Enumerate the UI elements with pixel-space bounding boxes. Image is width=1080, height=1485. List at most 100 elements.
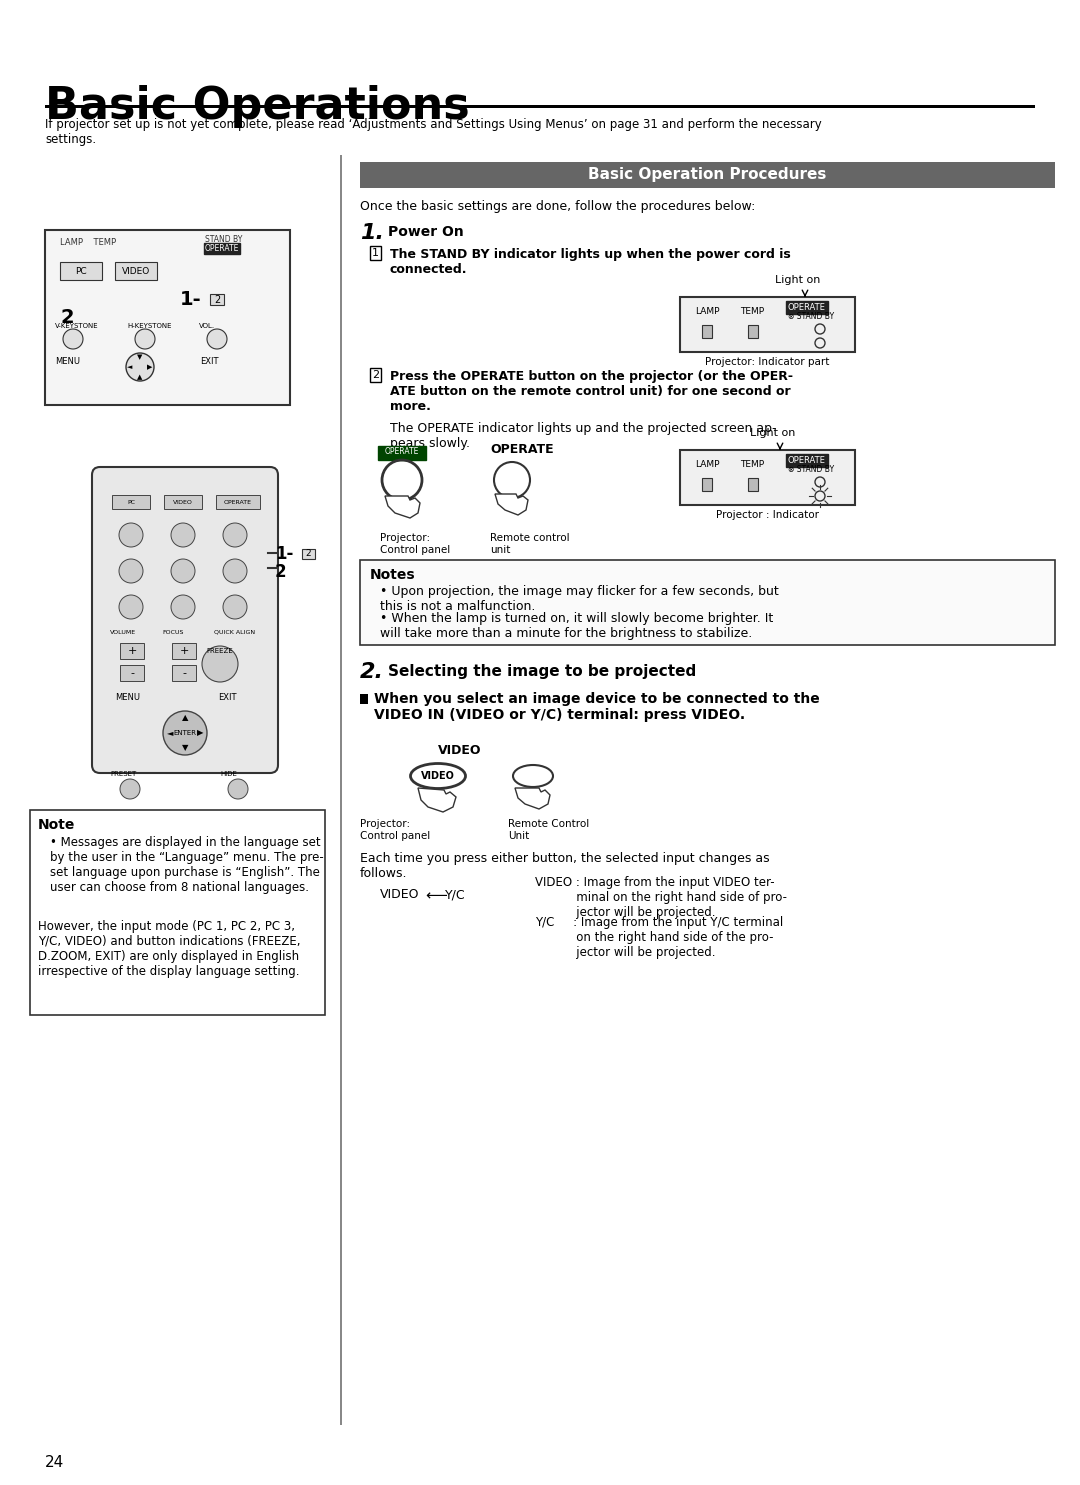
- Text: Light on: Light on: [750, 428, 795, 438]
- Bar: [340, 154, 342, 1426]
- Text: ⊗ STAND BY: ⊗ STAND BY: [788, 312, 834, 321]
- Circle shape: [119, 558, 143, 584]
- Text: When you select an image device to be connected to the
VIDEO IN (VIDEO or Y/C) t: When you select an image device to be co…: [374, 692, 820, 722]
- Polygon shape: [384, 496, 420, 518]
- Text: Basic Operations: Basic Operations: [45, 85, 470, 128]
- Bar: [360, 162, 1055, 189]
- Text: Remote Control
Unit: Remote Control Unit: [508, 820, 590, 841]
- Text: STAND BY: STAND BY: [205, 235, 242, 244]
- Text: H-KEYSTONE: H-KEYSTONE: [127, 324, 172, 330]
- Text: Note: Note: [38, 818, 76, 832]
- Text: 2: 2: [306, 549, 311, 558]
- Circle shape: [202, 646, 238, 682]
- Bar: [120, 643, 144, 659]
- Bar: [164, 495, 202, 509]
- Text: ▲: ▲: [137, 374, 143, 380]
- Text: Y/C     : Image from the input Y/C terminal
           on the right hand side of: Y/C : Image from the input Y/C terminal …: [535, 916, 783, 959]
- Text: TEMP: TEMP: [740, 460, 765, 469]
- Text: Each time you press either button, the selected input changes as
follows.: Each time you press either button, the s…: [360, 852, 770, 881]
- Polygon shape: [515, 789, 550, 809]
- Text: EXIT: EXIT: [218, 693, 237, 702]
- Bar: [702, 325, 712, 339]
- Text: OPERATE: OPERATE: [788, 456, 826, 465]
- Text: Once the basic settings are done, follow the procedures below:: Once the basic settings are done, follow…: [360, 200, 755, 212]
- Text: HIDE: HIDE: [220, 771, 237, 777]
- Text: VOLUME: VOLUME: [110, 630, 136, 636]
- Circle shape: [228, 780, 248, 799]
- Bar: [60, 261, 102, 281]
- Text: VIDEO: VIDEO: [421, 771, 455, 781]
- Bar: [680, 297, 855, 352]
- Text: FOCUS: FOCUS: [162, 630, 184, 636]
- Bar: [210, 294, 224, 304]
- Circle shape: [119, 523, 143, 546]
- Polygon shape: [418, 789, 456, 812]
- FancyBboxPatch shape: [92, 466, 278, 774]
- Bar: [172, 665, 195, 682]
- Circle shape: [222, 523, 247, 546]
- Text: ◄: ◄: [127, 364, 133, 370]
- Circle shape: [171, 595, 195, 619]
- Text: OPERATE: OPERATE: [490, 443, 554, 456]
- Text: VIDEO: VIDEO: [122, 266, 150, 276]
- Text: Light on: Light on: [775, 275, 821, 285]
- Text: The OPERATE indicator lights up and the projected screen ap-
pears slowly.: The OPERATE indicator lights up and the …: [390, 422, 777, 450]
- Text: 2: 2: [214, 296, 220, 304]
- Text: ▼: ▼: [181, 744, 188, 753]
- Circle shape: [222, 558, 247, 584]
- Text: ENTER: ENTER: [174, 731, 197, 737]
- Text: QUICK ALIGN: QUICK ALIGN: [214, 630, 255, 636]
- Text: Projector:
Control panel: Projector: Control panel: [360, 820, 430, 841]
- Text: EXIT: EXIT: [200, 356, 218, 365]
- Text: PC: PC: [76, 266, 86, 276]
- Text: LAMP: LAMP: [696, 307, 719, 316]
- Circle shape: [119, 595, 143, 619]
- Circle shape: [120, 780, 140, 799]
- Text: ⊗ STAND BY: ⊗ STAND BY: [788, 465, 834, 474]
- Circle shape: [163, 711, 207, 754]
- Text: • When the lamp is turned on, it will slowly become brighter. It
will take more : • When the lamp is turned on, it will sl…: [380, 612, 773, 640]
- Text: ◄: ◄: [166, 729, 173, 738]
- Text: OPERATE: OPERATE: [224, 499, 252, 505]
- Text: However, the input mode (PC 1, PC 2, PC 3,
Y/C, VIDEO) and button indications (F: However, the input mode (PC 1, PC 2, PC …: [38, 921, 300, 979]
- Circle shape: [222, 595, 247, 619]
- Circle shape: [171, 523, 195, 546]
- Bar: [360, 693, 368, 704]
- Ellipse shape: [513, 765, 553, 787]
- Text: 1-: 1-: [275, 545, 294, 563]
- Text: Remote control
unit: Remote control unit: [490, 533, 569, 554]
- Text: PC: PC: [127, 499, 135, 505]
- Text: Power On: Power On: [388, 226, 463, 239]
- Text: Basic Operation Procedures: Basic Operation Procedures: [588, 168, 826, 183]
- Text: ▲: ▲: [181, 713, 188, 723]
- Text: 2: 2: [275, 563, 286, 581]
- Text: FREEZE: FREEZE: [206, 647, 233, 653]
- Bar: [680, 450, 855, 505]
- Circle shape: [171, 558, 195, 584]
- Text: -: -: [130, 668, 134, 679]
- Text: Notes: Notes: [370, 567, 416, 582]
- Circle shape: [207, 330, 227, 349]
- Text: PRESET: PRESET: [110, 771, 136, 777]
- Circle shape: [135, 330, 156, 349]
- Bar: [45, 230, 291, 405]
- Text: Projector:
Control panel: Projector: Control panel: [380, 533, 450, 554]
- Bar: [30, 809, 325, 1016]
- Text: +: +: [127, 646, 137, 656]
- Text: 1: 1: [372, 248, 379, 258]
- Text: 2: 2: [372, 370, 379, 380]
- Ellipse shape: [410, 763, 465, 789]
- Text: TEMP: TEMP: [740, 307, 765, 316]
- Text: Projector : Indicator: Projector : Indicator: [715, 509, 819, 520]
- Text: LAMP: LAMP: [696, 460, 719, 469]
- Text: +: +: [179, 646, 189, 656]
- Text: 1.: 1.: [360, 223, 384, 244]
- Text: 2: 2: [60, 307, 73, 327]
- Text: VOL.: VOL.: [199, 324, 215, 330]
- FancyBboxPatch shape: [378, 446, 426, 460]
- Bar: [120, 665, 144, 682]
- Text: 24: 24: [45, 1455, 64, 1470]
- Bar: [216, 495, 260, 509]
- Bar: [360, 560, 1055, 644]
- Text: If projector set up is not yet complete, please read ‘Adjustments and Settings U: If projector set up is not yet complete,…: [45, 117, 822, 146]
